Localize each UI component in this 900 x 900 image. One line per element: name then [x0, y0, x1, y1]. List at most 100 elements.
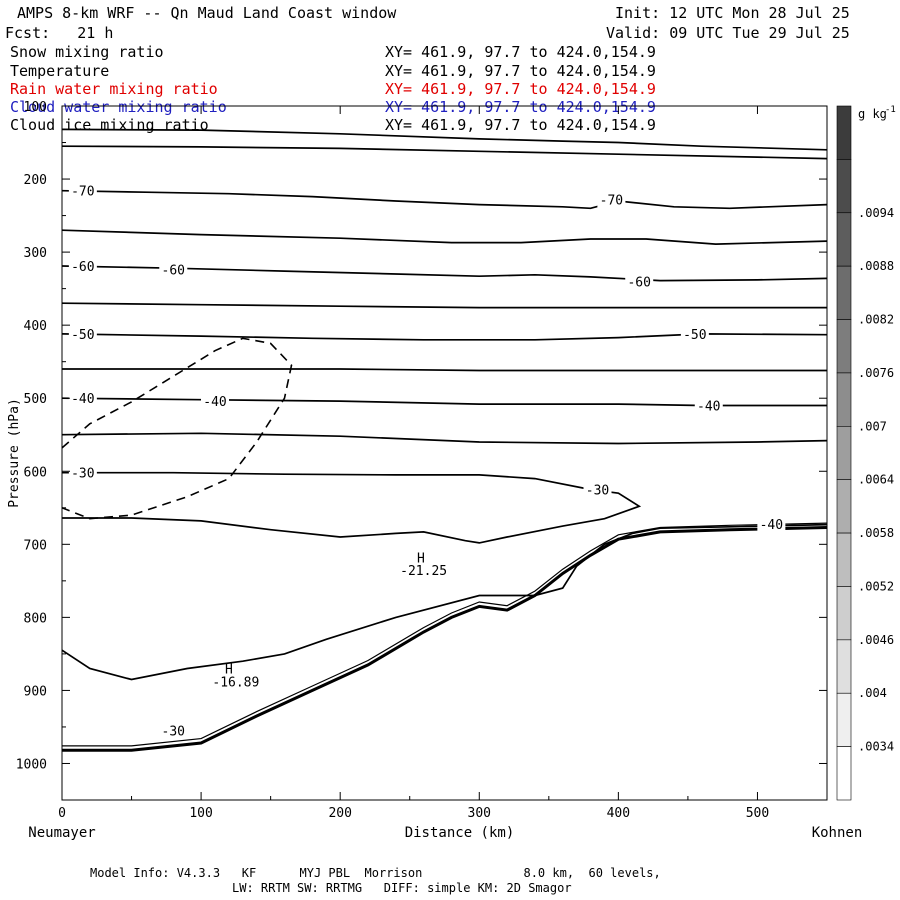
y-tick-label: 800 [24, 611, 47, 626]
colorbar-label: .0058 [858, 526, 894, 540]
y-tick-label: 200 [24, 173, 47, 188]
isotherm-line [61, 333, 828, 341]
colorbar-cell [836, 532, 852, 587]
field-xy: XY= 461.9, 97.7 to 424.0,154.9 [385, 80, 656, 98]
isotherm-label: -30 [71, 467, 94, 482]
isotherm-label-bg [597, 193, 626, 208]
field-name: Rain water mixing ratio [10, 80, 218, 98]
y-tick-label: 100 [24, 100, 47, 115]
x-left-label: Neumayer [28, 825, 95, 841]
y-tick-label: 300 [24, 246, 47, 261]
colorbar-cell [836, 639, 852, 694]
isotherm-label: -60 [71, 260, 94, 275]
isotherm-label-bg [694, 399, 723, 414]
field-xy: XY= 461.9, 97.7 to 424.0,154.9 [385, 98, 656, 116]
colorbar-unit: g kg [858, 107, 887, 121]
x-tick-label: 0 [58, 806, 66, 821]
field-xy: XY= 461.9, 97.7 to 424.0,154.9 [385, 43, 656, 61]
isotherm-label-bg [583, 483, 612, 498]
x-tick-label: 400 [607, 806, 630, 821]
forecast-hour: Fcst: 21 h [5, 24, 114, 42]
high-marker: H [417, 551, 425, 566]
colorbar-cell [836, 105, 852, 160]
isotherm-label: -30 [162, 725, 185, 740]
isotherm-label: -60 [162, 264, 185, 279]
isotherm-line [61, 523, 828, 681]
isotherm-label-bg [68, 327, 97, 342]
valid-time: Valid: 09 UTC Tue 29 Jul 25 [606, 24, 850, 42]
isotherm-line [61, 229, 828, 245]
y-tick-label: 400 [24, 319, 47, 334]
terrain-isotherm-line [62, 522, 828, 747]
isotherm-label-bg [68, 259, 97, 274]
isotherm-label-bg [159, 724, 188, 739]
colorbar-unit-exponent: -1 [885, 105, 896, 115]
colorbar-cell [836, 319, 852, 374]
init-time: Init: 12 UTC Mon 28 Jul 25 [615, 4, 850, 22]
x-tick-label: 100 [189, 806, 212, 821]
isotherm-label: -40 [697, 400, 720, 415]
colorbar-label: .0088 [858, 259, 894, 273]
field-name: Cloud water mixing ratio [10, 98, 227, 116]
isotherm-label: -16.89 [212, 676, 259, 691]
colorbar-cell [836, 372, 852, 427]
colorbar-label: .0064 [858, 473, 894, 487]
isotherm-line [61, 302, 827, 309]
isotherm-label: -30 [586, 484, 609, 499]
x-tick-label: 200 [328, 806, 351, 821]
field-name: Temperature [10, 62, 110, 80]
colorbar-cell [836, 479, 852, 534]
isotherm-label-bg [68, 184, 97, 199]
terrain-line [62, 526, 828, 752]
y-tick-label: 1000 [16, 757, 47, 772]
x-tick-label: 300 [468, 806, 491, 821]
isotherm-label: -40 [760, 518, 783, 533]
x-tick-label: 500 [746, 806, 769, 821]
isotherm-label-bg [201, 395, 229, 410]
colorbar-label: .0034 [858, 740, 894, 754]
isotherm-label-bg [409, 563, 438, 578]
x-axis-label: Distance (km) [405, 825, 515, 841]
isotherm-label-bg [68, 392, 97, 407]
isotherm-label: -40 [71, 392, 94, 407]
cloud-ice-contour [61, 337, 293, 520]
isotherm-label-bg [680, 327, 709, 342]
y-tick-label: 900 [24, 684, 47, 699]
colorbar-label: .0076 [858, 366, 894, 380]
isotherm-label: -60 [627, 275, 650, 290]
isotherm-label: -50 [683, 328, 706, 343]
colorbar-cell [836, 159, 852, 214]
footer-physics: LW: RRTM SW: RRTMG DIFF: simple KM: 2D S… [232, 881, 572, 895]
colorbar-label: .004 [858, 686, 887, 700]
isotherm-label-bg [625, 275, 654, 290]
colorbar-label: .0052 [858, 579, 894, 593]
y-axis-label: Pressure (hPa) [7, 398, 22, 508]
isotherm-label-bg [159, 263, 188, 278]
y-tick-label: 700 [24, 538, 47, 553]
footer-model-info: Model Info: V4.3.3 KF MYJ PBL Morrison 8… [90, 866, 661, 880]
isotherm-label-bg [221, 675, 250, 690]
isotherm-label: -40 [203, 395, 226, 410]
colorbar-cell [836, 692, 852, 747]
field-xy: XY= 461.9, 97.7 to 424.0,154.9 [385, 116, 656, 134]
chart-title: AMPS 8-km WRF -- Qn Maud Land Coast wind… [17, 4, 397, 22]
isotherm-label-bg [68, 466, 97, 481]
colorbar-label: .0046 [858, 633, 894, 647]
x-right-label: Kohnen [812, 825, 863, 841]
isotherm-line [62, 471, 642, 544]
isotherm-label: -50 [71, 328, 94, 343]
isotherm-line [61, 128, 828, 151]
isotherm-line [61, 265, 828, 282]
colorbar-cell [836, 212, 852, 267]
isotherm-line [61, 189, 828, 210]
y-tick-label: 600 [24, 465, 47, 480]
isotherm-line [61, 145, 828, 160]
colorbar-label: .0082 [858, 313, 894, 327]
colorbar-cell [836, 746, 852, 801]
isotherm-label: -21.25 [400, 564, 447, 579]
isotherm-line [61, 432, 828, 445]
colorbar-cell [836, 586, 852, 641]
isotherm-label-bg [757, 517, 786, 532]
isotherm-line [62, 368, 827, 372]
